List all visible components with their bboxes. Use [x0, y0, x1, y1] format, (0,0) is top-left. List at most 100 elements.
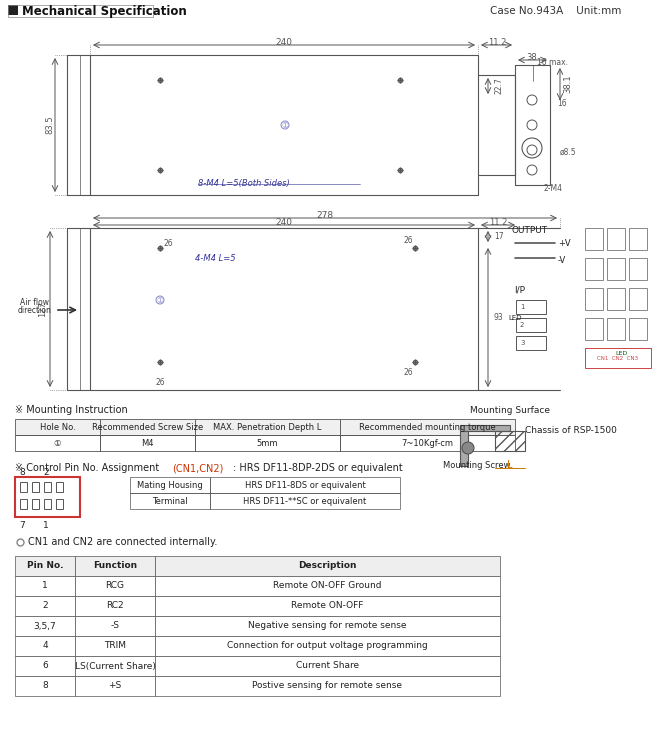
Text: 1: 1 [43, 520, 49, 529]
Bar [195, 435, 340, 451]
Text: 3,5,7: 3,5,7 [34, 621, 56, 630]
Text: 8: 8 [42, 681, 48, 691]
Text: HRS DF11-**SC or equivalent: HRS DF11-**SC or equivalent [243, 496, 366, 505]
Text: 16 max.: 16 max. [537, 57, 568, 66]
Text: Pin No.: Pin No. [27, 562, 63, 571]
Bar [100, 435, 195, 451]
Text: 17: 17 [494, 231, 504, 240]
Text: Terminal: Terminal [152, 496, 188, 505]
Bar [100, 419, 195, 435]
Text: Hole No.: Hole No. [40, 422, 75, 431]
Text: Chassis of RSP-1500: Chassis of RSP-1500 [525, 425, 617, 434]
Text: HRS DF11-8DS or equivalent: HRS DF11-8DS or equivalent [245, 480, 365, 489]
Text: 38: 38 [527, 53, 537, 62]
Bar [585, 318, 603, 340]
Bar [15, 576, 75, 596]
Bar [15, 556, 75, 576]
Text: 11.2: 11.2 [489, 218, 507, 227]
Bar [516, 300, 546, 314]
Text: I/P: I/P [514, 285, 525, 294]
Text: 1: 1 [42, 581, 48, 590]
Bar [585, 258, 603, 280]
Text: Connection for output voltage programming: Connection for output voltage programmin… [227, 642, 428, 651]
Text: ①: ① [281, 120, 289, 130]
Bar [585, 288, 603, 310]
Bar [15, 596, 75, 616]
Text: Case No.943A    Unit:mm: Case No.943A Unit:mm [490, 6, 621, 16]
Text: -S: -S [111, 621, 119, 630]
Text: 26: 26 [163, 239, 173, 248]
Bar [15, 477, 80, 517]
Text: CN1  CN2  CN3: CN1 CN2 CN3 [598, 355, 639, 361]
Bar [340, 419, 515, 435]
Text: LED: LED [616, 350, 628, 355]
Bar [607, 228, 625, 250]
Bar [607, 258, 625, 280]
Text: 2: 2 [42, 602, 48, 611]
Text: 16: 16 [557, 99, 567, 108]
Text: Remote ON-OFF: Remote ON-OFF [291, 602, 364, 611]
Text: Description: Description [298, 562, 356, 571]
Bar [195, 419, 340, 435]
Bar [155, 616, 500, 636]
Bar [460, 425, 510, 431]
Bar [75, 636, 155, 656]
Text: 4-M4 L=5: 4-M4 L=5 [195, 254, 236, 263]
Text: 240: 240 [275, 218, 293, 227]
Text: ①: ① [157, 295, 163, 304]
Text: 11.2: 11.2 [488, 38, 507, 47]
Bar [44, 499, 51, 509]
Bar [15, 419, 100, 435]
Bar [155, 596, 500, 616]
Bar [155, 636, 500, 656]
Bar [585, 348, 651, 368]
Text: LS(Current Share): LS(Current Share) [74, 661, 155, 670]
Bar [32, 499, 39, 509]
Bar [8, 5, 153, 17]
Text: Postive sensing for remote sense: Postive sensing for remote sense [253, 681, 403, 691]
Text: Negative sensing for remote sense: Negative sensing for remote sense [249, 621, 407, 630]
Text: 2-M4: 2-M4 [543, 184, 562, 193]
Bar [32, 482, 39, 492]
Bar [516, 318, 546, 332]
Bar [75, 676, 155, 696]
Text: 38.1: 38.1 [563, 75, 572, 93]
Text: 26: 26 [403, 367, 413, 376]
Bar [629, 228, 647, 250]
Text: 93: 93 [494, 312, 504, 322]
Text: L: L [507, 460, 513, 470]
Text: 3: 3 [520, 340, 525, 346]
Text: CN1 and CN2 are connected internally.: CN1 and CN2 are connected internally. [28, 537, 217, 547]
Text: +S: +S [109, 681, 122, 691]
Text: OUTPUT: OUTPUT [512, 225, 548, 234]
Bar [75, 616, 155, 636]
Bar [75, 576, 155, 596]
Text: -V: -V [558, 255, 566, 264]
Bar [607, 318, 625, 340]
Bar [130, 477, 210, 493]
Text: ※ Control Pin No. Assignment: ※ Control Pin No. Assignment [15, 463, 162, 473]
Text: Mounting Surface: Mounting Surface [470, 406, 550, 414]
Bar [44, 482, 51, 492]
Bar [15, 616, 75, 636]
Text: RCG: RCG [105, 581, 125, 590]
Text: Recommended Screw Size: Recommended Screw Size [92, 422, 203, 431]
Text: (CN1,CN2): (CN1,CN2) [172, 463, 223, 473]
Bar [8, 5, 18, 15]
Text: : HRS DF11-8DP-2DS or equivalent: : HRS DF11-8DP-2DS or equivalent [233, 463, 403, 473]
Text: Mating Housing: Mating Housing [137, 480, 203, 489]
Text: ø8.5: ø8.5 [560, 148, 577, 157]
Bar [629, 258, 647, 280]
Text: 6: 6 [42, 661, 48, 670]
Bar [460, 431, 468, 466]
Text: 7: 7 [19, 520, 25, 529]
Bar [20, 499, 27, 509]
Bar [585, 228, 603, 250]
Text: 240: 240 [275, 38, 293, 47]
Text: 1: 1 [520, 304, 525, 310]
Text: Remote ON-OFF Ground: Remote ON-OFF Ground [273, 581, 382, 590]
Text: 278: 278 [316, 211, 334, 220]
Bar [155, 676, 500, 696]
Bar [15, 676, 75, 696]
Text: +V: +V [558, 239, 571, 248]
